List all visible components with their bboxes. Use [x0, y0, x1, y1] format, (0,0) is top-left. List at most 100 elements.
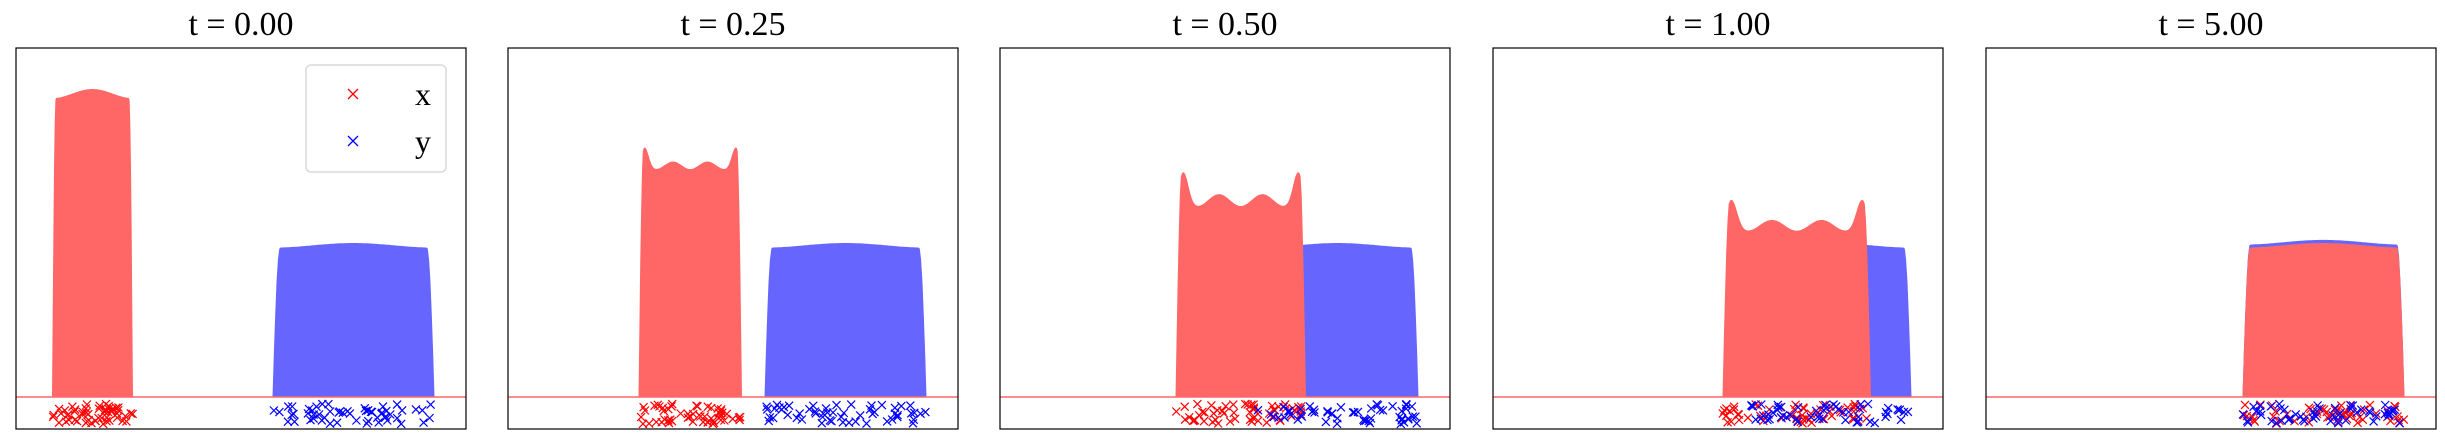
- sample-marker-y: [1364, 416, 1374, 426]
- sample-marker-y: [1323, 406, 1332, 416]
- sample-marker-x: [1733, 409, 1743, 419]
- sample-marker-y: [287, 402, 297, 411]
- sample-marker-x: [639, 402, 649, 412]
- sample-marker-y: [1819, 405, 1829, 415]
- sample-marker-y: [1410, 412, 1420, 422]
- sample-marker-y: [906, 408, 916, 418]
- sample-marker-x: [716, 406, 726, 416]
- sample-marker-y: [1852, 417, 1862, 427]
- sample-marker-x: [1208, 417, 1218, 427]
- sample-marker-y: [1327, 409, 1336, 419]
- sample-marker-x: [1743, 413, 1753, 423]
- sample-marker-y: [1883, 403, 1893, 413]
- axes-frame: [507, 47, 959, 430]
- sample-marker-x: [2359, 405, 2369, 415]
- sample-marker-y: [1896, 415, 1906, 425]
- sample-marker-y: [1408, 412, 1418, 422]
- sample-marker-y: [887, 415, 897, 424]
- sample-marker-x: [667, 399, 677, 409]
- samples-x: [636, 399, 745, 429]
- sample-marker-y: [2371, 411, 2381, 421]
- sample-marker-x: [1200, 408, 1209, 418]
- sample-marker-y: [1361, 416, 1371, 426]
- sample-marker-y: [822, 408, 832, 418]
- sample-marker-x: [70, 405, 80, 415]
- sample-marker-y: [2308, 407, 2318, 417]
- sample-marker-y: [2267, 416, 2277, 426]
- sample-marker-y: [783, 410, 793, 420]
- sample-marker-x: [112, 413, 122, 423]
- sample-marker-x: [54, 404, 64, 414]
- samples-y: [1747, 399, 1913, 428]
- sample-marker-y: [290, 417, 299, 427]
- sample-marker-y: [1773, 403, 1783, 412]
- sample-marker-y: [784, 401, 794, 411]
- panel-0: t = 0.00 xy: [15, 6, 467, 430]
- sample-marker-y: [846, 400, 856, 410]
- sample-marker-y: [867, 401, 876, 411]
- density-x-area: [638, 147, 742, 397]
- sample-marker-y: [289, 409, 298, 419]
- panel-title: t = 5.00: [2158, 6, 2263, 43]
- sample-marker-x: [700, 412, 710, 421]
- sample-marker-x: [683, 413, 693, 423]
- sample-marker-x: [2353, 418, 2363, 428]
- sample-marker-x: [128, 409, 138, 419]
- sample-marker-x: [1240, 399, 1250, 409]
- sample-marker-y: [2249, 402, 2258, 412]
- sample-marker-x: [735, 412, 745, 422]
- sample-marker-x: [1253, 409, 1263, 419]
- sample-marker-y: [1388, 401, 1398, 411]
- sample-marker-y: [1399, 417, 1409, 427]
- sample-marker-y: [367, 407, 377, 417]
- sample-marker-y: [1751, 415, 1761, 425]
- sample-marker-y: [2277, 416, 2286, 426]
- sample-marker-y: [808, 401, 818, 411]
- sample-marker-x: [1243, 400, 1253, 409]
- sample-marker-y: [1793, 417, 1803, 427]
- sample-marker-x: [663, 404, 673, 414]
- sample-marker-x: [1221, 401, 1231, 411]
- sample-marker-y: [1853, 417, 1863, 427]
- sample-marker-y: [855, 410, 865, 420]
- sample-marker-y: [1903, 407, 1913, 417]
- samples-y: [2238, 399, 2404, 428]
- sample-marker-x: [1180, 415, 1190, 425]
- sample-marker-y: [362, 419, 372, 428]
- sample-marker-x: [660, 415, 670, 425]
- sample-marker-y: [1269, 412, 1279, 422]
- sample-marker-y: [411, 404, 421, 414]
- sample-marker-y: [335, 407, 345, 417]
- sample-marker-y: [795, 409, 805, 419]
- panel-title: t = 1.00: [1665, 6, 1770, 43]
- sample-marker-x: [719, 416, 729, 425]
- sample-marker-y: [882, 416, 892, 426]
- sample-marker-y: [317, 415, 327, 425]
- samples-y: [762, 400, 930, 429]
- sample-marker-y: [1321, 417, 1331, 427]
- sample-marker-y: [2308, 413, 2318, 423]
- sample-marker-x: [1851, 401, 1861, 411]
- sample-marker-y: [862, 419, 871, 429]
- sample-marker-x: [693, 401, 702, 411]
- sample-marker-x: [722, 409, 732, 419]
- sample-marker-y: [1401, 404, 1411, 414]
- sample-marker-x: [1171, 407, 1181, 416]
- sample-marker-y: [2315, 404, 2324, 413]
- sample-marker-x: [2322, 407, 2332, 417]
- sample-marker-y: [836, 412, 846, 422]
- sample-marker-y: [1792, 414, 1802, 424]
- sample-marker-y: [1353, 407, 1363, 417]
- sample-marker-y: [1811, 406, 1821, 416]
- sample-marker-y: [419, 418, 429, 428]
- density-y-area: [272, 243, 435, 397]
- sample-marker-y: [1332, 419, 1342, 429]
- sample-marker-x: [1228, 400, 1238, 410]
- sample-marker-y: [2333, 418, 2343, 428]
- sample-marker-y: [1403, 414, 1413, 424]
- legend-y-marker: [347, 135, 359, 147]
- sample-marker-y: [381, 412, 391, 421]
- sample-marker-x: [1184, 412, 1194, 422]
- sample-marker-y: [908, 418, 918, 428]
- sample-marker-x: [1262, 418, 1272, 428]
